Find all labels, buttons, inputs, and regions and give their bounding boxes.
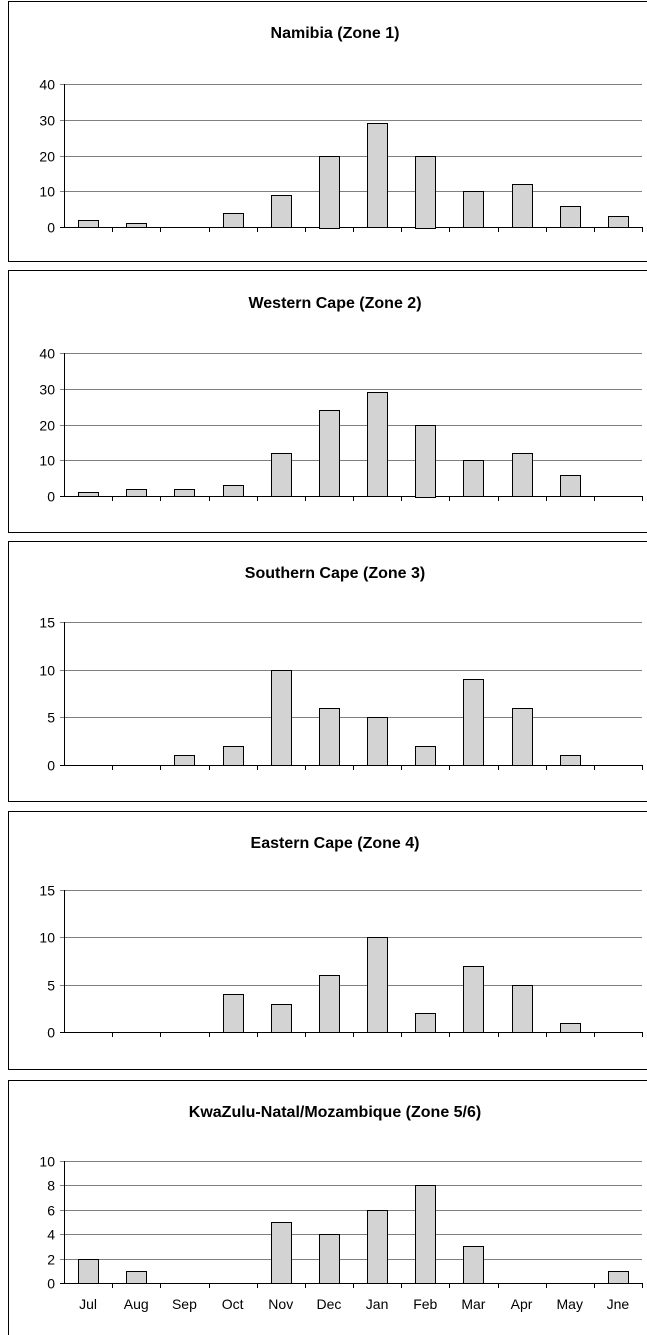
y-tick-label: 6 [47,1203,55,1219]
y-tick-label: 20 [39,149,55,165]
y-tick-label: 10 [39,453,55,469]
chart-frame [8,541,647,802]
y-tick-label: 0 [47,220,55,236]
bar-sep [174,755,195,766]
bar-mar [463,679,484,766]
bar-jan [367,717,388,766]
bar-sep [174,489,195,497]
chart-title: Southern Cape (Zone 3) [245,565,425,582]
bar-jan [367,392,388,497]
x-tick-label: Jan [366,1296,389,1312]
chart-frame [8,270,647,533]
y-tick-label: 5 [47,710,55,726]
x-tick-label: Mar [461,1296,485,1312]
y-tick-label: 8 [47,1178,55,1194]
chart-title: Western Cape (Zone 2) [248,295,421,312]
bar-may [560,1023,581,1033]
y-tick-label: 2 [47,1252,55,1268]
bar-feb [415,156,436,229]
chart-frame [8,1080,647,1335]
bar-apr [512,453,533,497]
bar-mar [463,460,484,497]
x-tick-label: Dec [316,1296,341,1312]
bar-mar [463,1246,484,1284]
bar-feb [415,1185,436,1284]
bar-jne [608,216,629,228]
x-tick-label: Feb [413,1296,437,1312]
y-tick-label: 0 [47,758,55,774]
y-tick-label: 15 [39,883,55,899]
chart-title: Namibia (Zone 1) [271,25,400,42]
bar-feb [415,746,436,766]
bar-nov [271,1222,292,1284]
bar-nov [271,670,292,766]
bar-mar [463,191,484,228]
bar-jan [367,1210,388,1284]
bar-apr [512,184,533,228]
bar-aug [126,489,147,497]
bar-jan [367,937,388,1033]
bar-dec [319,708,340,766]
x-tick-label: Sep [172,1296,197,1312]
y-tick-label: 20 [39,418,55,434]
chart-title: Eastern Cape (Zone 4) [251,835,420,852]
chart-panel-1: Namibia (Zone 1) 0 10 20 30 40 [8,1,647,262]
x-tick-label: May [557,1296,583,1312]
bar-apr [512,985,533,1033]
bar-jul [78,1259,99,1284]
bar-aug [126,1271,147,1284]
y-tick-label: 30 [39,113,55,129]
bar-nov [271,453,292,497]
bar-oct [223,485,244,497]
bar-dec [319,410,340,497]
y-tick-label: 0 [47,1276,55,1292]
bar-jan [367,123,388,228]
y-tick-label: 10 [39,663,55,679]
chart-panel-5: KwaZulu-Natal/Mozambique (Zone 5/6) 0 2 4 6 8… [8,1080,647,1335]
bar-jul [78,220,99,228]
x-tick-label: Nov [268,1296,293,1312]
bar-oct [223,213,244,228]
chart-frame [8,811,647,1070]
bar-may [560,755,581,766]
bar-dec [319,1234,340,1284]
y-tick-label: 0 [47,1025,55,1041]
chart-panel-3: Southern Cape (Zone 3) 0 5 10 15 [8,541,647,802]
bar-feb [415,1013,436,1033]
bar-aug [126,223,147,228]
bar-feb [415,425,436,498]
y-tick-label: 40 [39,77,55,93]
bar-may [560,475,581,497]
chart-frame [8,1,647,262]
y-tick-label: 10 [39,184,55,200]
bar-mar [463,966,484,1033]
x-tick-label: Aug [124,1296,149,1312]
bar-oct [223,746,244,766]
bar-dec [319,975,340,1033]
bar-jul [78,492,99,497]
bar-nov [271,1004,292,1033]
y-tick-label: 10 [39,1154,55,1170]
y-tick-label: 30 [39,382,55,398]
x-tick-label: Jul [79,1296,97,1312]
y-tick-label: 10 [39,930,55,946]
bar-may [560,206,581,228]
y-tick-label: 0 [47,489,55,505]
bar-jne [608,1271,629,1284]
x-tick-label: Jne [607,1296,630,1312]
bar-nov [271,195,292,228]
chart-panel-2: Western Cape (Zone 2) 0 10 20 30 40 [8,270,647,533]
chart-panel-4: Eastern Cape (Zone 4) 0 5 10 15 [8,811,647,1070]
bar-dec [319,156,340,229]
bar-oct [223,994,244,1033]
y-tick-label: 4 [47,1227,55,1243]
bar-apr [512,708,533,766]
y-tick-label: 5 [47,978,55,994]
y-tick-label: 15 [39,615,55,631]
x-tick-label: Oct [222,1296,244,1312]
x-tick-label: Apr [511,1296,533,1312]
y-tick-label: 40 [39,346,55,362]
chart-title: KwaZulu-Natal/Mozambique (Zone 5/6) [189,1104,481,1121]
